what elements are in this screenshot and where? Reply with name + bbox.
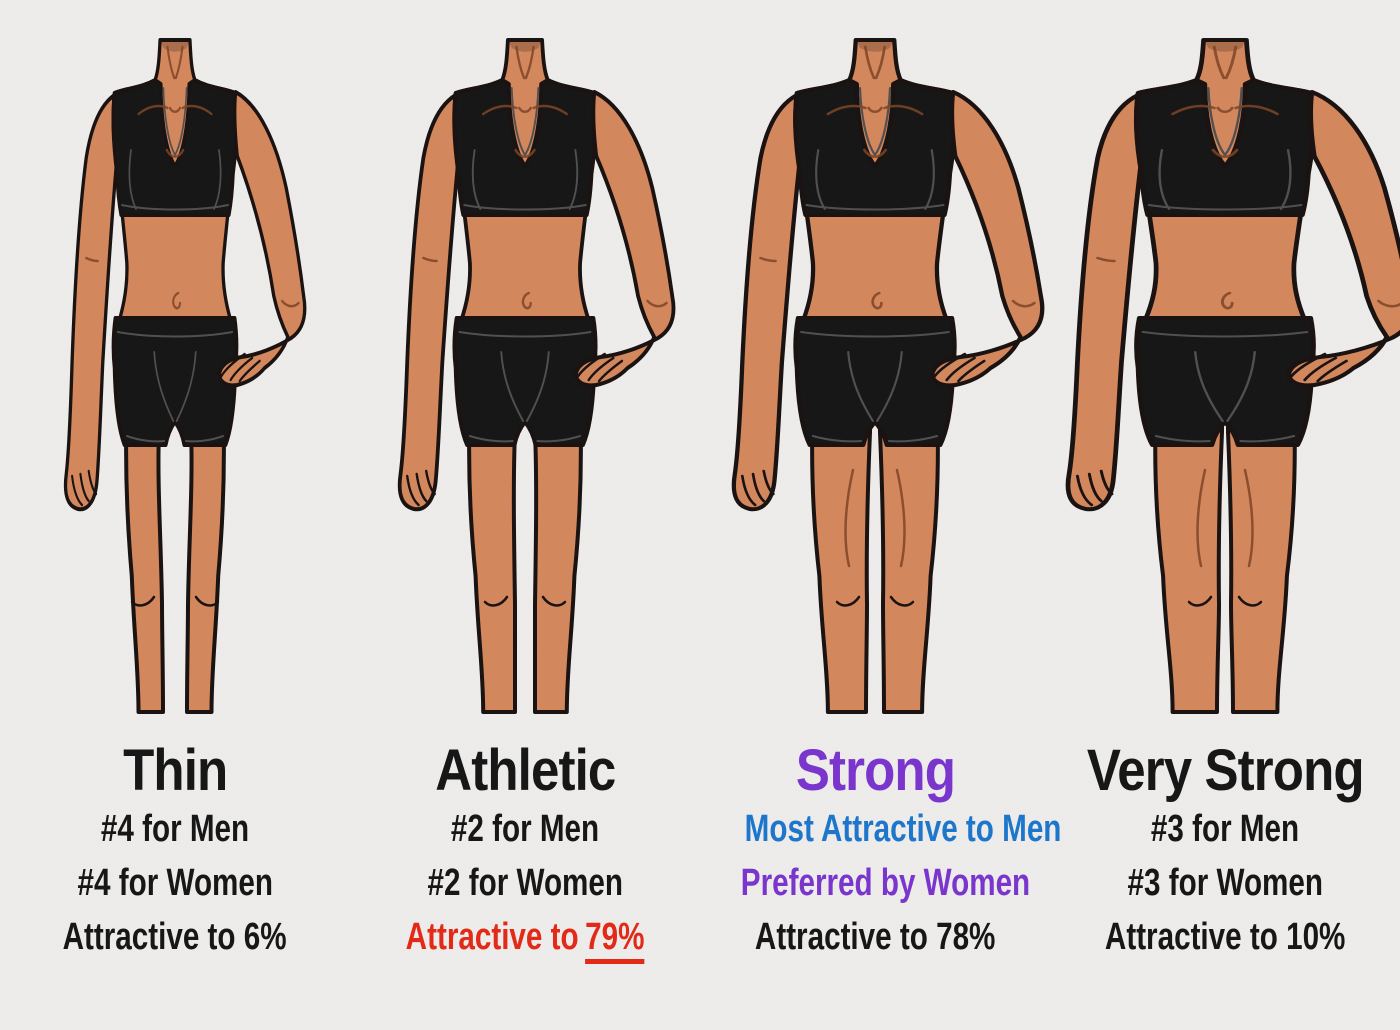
strong-body-illustration: [705, 0, 1045, 714]
athletic-body-illustration: [397, 38, 676, 714]
underlined-percentage: 79%: [585, 916, 645, 964]
very-strong-body-illustration: [1055, 0, 1395, 714]
stat-line: Preferred by Women: [740, 862, 1031, 904]
stat-line: #4 for Men: [100, 808, 250, 850]
stat-line-highlighted: Attractive to 79%: [350, 910, 700, 964]
legs: [810, 403, 940, 714]
stat-line: #2 for Women: [427, 862, 623, 904]
category-column-athletic: Athletic #2 for Men #2 for Women Attract…: [350, 0, 700, 964]
category-title: Very Strong: [1086, 738, 1365, 803]
thin-body-illustration: [63, 38, 307, 714]
legs: [467, 403, 583, 714]
stat-line: Attractive to 6%: [62, 916, 288, 958]
stat-line: Attractive to 78%: [754, 916, 996, 958]
stat-line: #4 for Women: [77, 862, 273, 904]
stat-line: Attractive to 10%: [1104, 916, 1346, 958]
category-title: Athletic: [434, 738, 616, 803]
legs: [124, 403, 226, 714]
stat-line: #3 for Men: [1150, 808, 1300, 850]
stat-line: Most Attractive to Men: [744, 808, 1062, 850]
columns-grid: Thin #4 for Men #4 for Women Attractive …: [0, 0, 1400, 964]
stat-line: #3 for Women: [1127, 862, 1323, 904]
category-title: Strong: [795, 738, 955, 803]
category-column-thin: Thin #4 for Men #4 for Women Attractive …: [0, 0, 350, 964]
stat-line: #2 for Men: [450, 808, 600, 850]
category-column-very-strong: Very Strong #3 for Men #3 for Women Attr…: [1050, 0, 1400, 964]
legs: [1153, 403, 1297, 714]
category-title: Thin: [122, 738, 228, 803]
category-column-strong: Strong Most Attractive to Men Preferred …: [700, 0, 1062, 964]
